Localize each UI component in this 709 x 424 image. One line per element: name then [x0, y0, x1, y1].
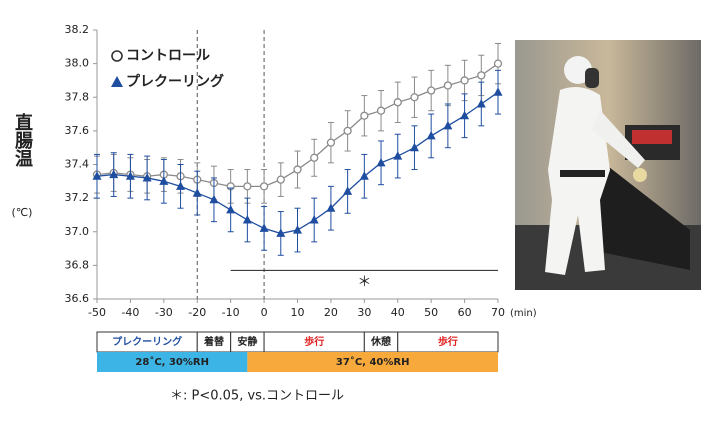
y-tick-label: 37.4 [65, 158, 90, 171]
x-tick-label: -40 [121, 306, 139, 319]
marker [243, 182, 252, 191]
x-tick-label: 30 [357, 306, 371, 319]
y-label: 直腸温 [12, 112, 33, 167]
legend-marker [111, 76, 123, 87]
marker [493, 87, 503, 96]
marker [309, 214, 319, 224]
marker [125, 171, 135, 180]
y-tick-label: 37.6 [65, 124, 90, 137]
marker [192, 188, 202, 197]
marker [176, 181, 186, 190]
x-tick-label: 10 [291, 306, 305, 319]
marker [209, 194, 219, 204]
marker [393, 98, 402, 107]
marker [259, 223, 269, 232]
legend-label: プレクーリング [126, 73, 224, 90]
x-tick-label: -30 [155, 306, 173, 319]
y-tick-label: 36.8 [65, 258, 90, 271]
x-tick-label: 50 [424, 306, 438, 319]
marker [460, 76, 469, 85]
condition-bar [97, 352, 248, 372]
legend-label: コントロール [126, 48, 210, 64]
legend-marker [111, 50, 123, 62]
x-tick-label: -20 [188, 306, 206, 319]
x-tick-label: 40 [391, 306, 405, 319]
phase-label: プレクーリング [112, 335, 182, 348]
marker [409, 142, 419, 152]
significance-label: ＊ [357, 274, 371, 290]
y-tick-label: 37.0 [65, 225, 90, 238]
marker [326, 203, 336, 212]
x-tick-label: 60 [458, 306, 472, 319]
marker [443, 120, 453, 130]
condition-label: 37˚C, 40%RH [336, 356, 410, 368]
photo [515, 40, 701, 290]
marker [443, 81, 453, 90]
footnote: ＊: P<0.05, vs.コントロール [170, 389, 344, 404]
marker [376, 157, 386, 167]
marker [242, 214, 252, 224]
x-tick-label: 20 [324, 306, 338, 319]
phase-label: 歩行 [438, 335, 458, 348]
marker [476, 98, 486, 108]
marker [276, 175, 285, 184]
phase-label: 安静 [237, 335, 257, 348]
x-tick-label: 0 [261, 306, 268, 319]
x-unit: (min) [510, 308, 537, 319]
y-unit: (℃) [12, 206, 33, 219]
marker [477, 71, 486, 80]
x-tick-label: -50 [88, 306, 106, 319]
condition-bar [247, 352, 498, 372]
marker [226, 204, 236, 214]
x-tick-label: 70 [491, 306, 505, 319]
marker [293, 165, 302, 174]
marker [427, 86, 436, 95]
marker [259, 182, 269, 191]
phase-label: 歩行 [304, 335, 324, 348]
marker [360, 111, 369, 120]
y-tick-label: 36.6 [65, 292, 90, 305]
marker [326, 138, 336, 147]
marker [359, 171, 369, 180]
marker [343, 186, 353, 195]
marker [410, 93, 419, 102]
marker [109, 169, 119, 179]
x-tick-label: -10 [222, 306, 240, 319]
y-tick-label: 38.0 [65, 57, 90, 70]
phase-label: 着替 [203, 335, 225, 348]
condition-label: 28˚C, 30%RH [135, 356, 209, 368]
y-tick-label: 38.2 [65, 23, 90, 36]
marker [426, 130, 436, 140]
marker [142, 172, 152, 182]
phase-label: 休憩 [370, 335, 391, 348]
y-tick-label: 37.8 [65, 90, 90, 103]
marker [92, 171, 102, 180]
marker [376, 106, 386, 115]
marker [460, 110, 470, 120]
marker [343, 126, 352, 136]
marker [393, 151, 403, 160]
marker [293, 225, 302, 234]
marker [310, 153, 319, 162]
y-tick-label: 37.2 [65, 191, 90, 204]
marker [159, 176, 169, 185]
marker [493, 59, 503, 68]
marker [276, 228, 286, 237]
